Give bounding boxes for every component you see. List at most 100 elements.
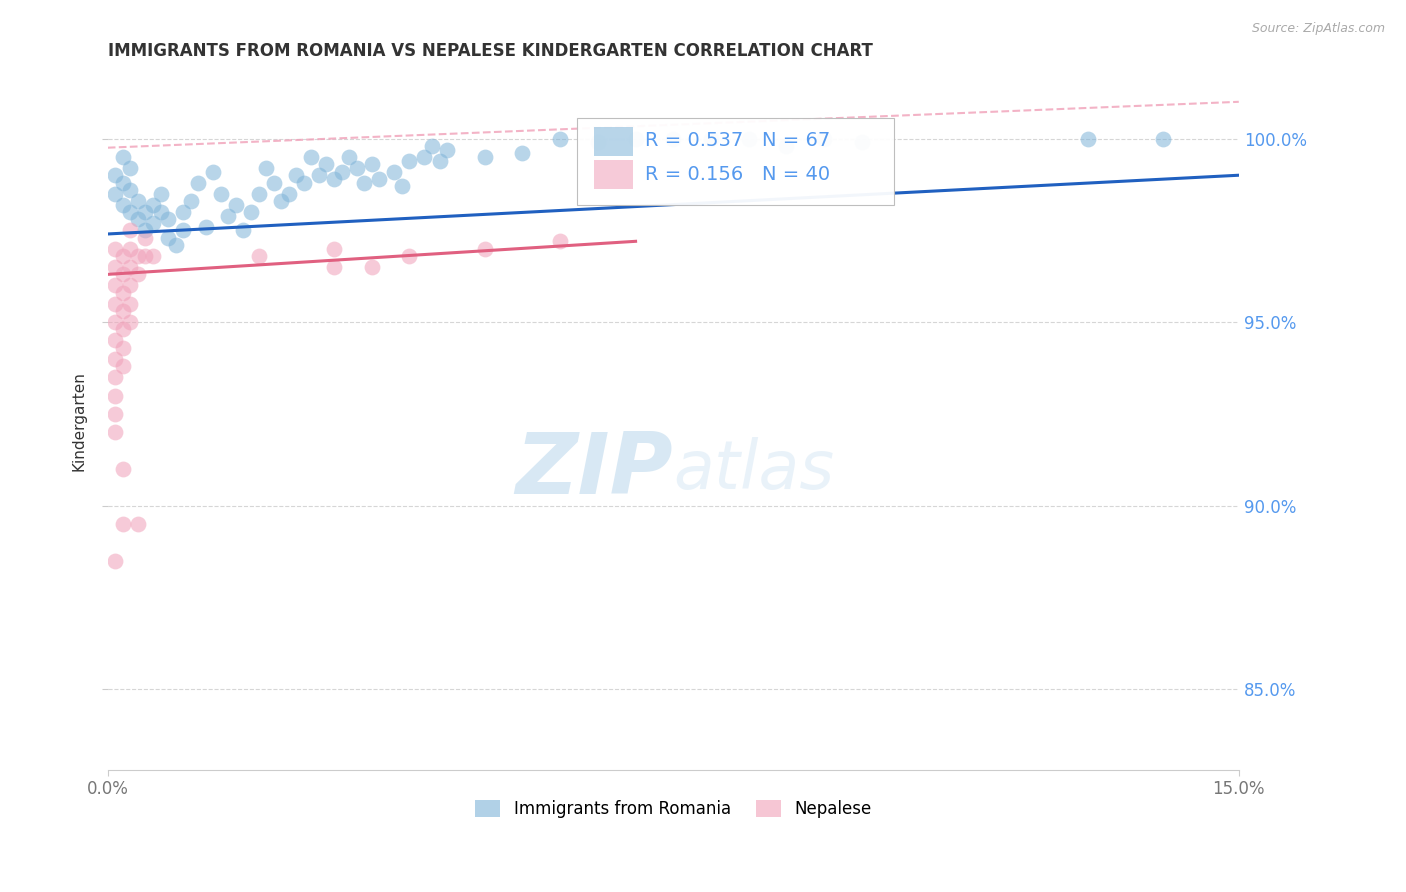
Point bbox=[360, 260, 382, 274]
Point bbox=[217, 209, 239, 223]
Point bbox=[157, 212, 180, 227]
Point bbox=[120, 278, 142, 293]
Point bbox=[391, 179, 413, 194]
Point bbox=[368, 172, 391, 186]
Text: IMMIGRANTS FROM ROMANIA VS NEPALESE KINDERGARTEN CORRELATION CHART: IMMIGRANTS FROM ROMANIA VS NEPALESE KIND… bbox=[108, 42, 873, 60]
Point bbox=[142, 249, 165, 263]
Point bbox=[737, 131, 759, 145]
Point bbox=[337, 150, 360, 164]
Point bbox=[104, 370, 127, 384]
Point bbox=[127, 194, 149, 208]
Point bbox=[120, 242, 142, 256]
Point bbox=[104, 351, 127, 366]
Text: R = 0.537   N = 67: R = 0.537 N = 67 bbox=[645, 131, 831, 150]
Point bbox=[134, 230, 156, 244]
Point bbox=[323, 172, 346, 186]
Point bbox=[127, 212, 149, 227]
Point bbox=[299, 150, 322, 164]
Point bbox=[172, 205, 194, 219]
Point bbox=[360, 157, 382, 171]
Point bbox=[813, 131, 835, 145]
Point bbox=[104, 242, 127, 256]
Point bbox=[104, 278, 127, 293]
Point bbox=[624, 131, 647, 145]
Text: R = 0.156   N = 40: R = 0.156 N = 40 bbox=[645, 165, 830, 184]
Point bbox=[353, 176, 375, 190]
Point bbox=[120, 223, 142, 237]
Point bbox=[111, 176, 134, 190]
Point bbox=[413, 150, 436, 164]
Point bbox=[285, 168, 308, 182]
Point bbox=[149, 186, 172, 201]
Point bbox=[104, 186, 127, 201]
Text: Source: ZipAtlas.com: Source: ZipAtlas.com bbox=[1251, 22, 1385, 36]
Point bbox=[247, 186, 270, 201]
Point bbox=[111, 341, 134, 355]
Point bbox=[1077, 131, 1099, 145]
Point bbox=[1152, 131, 1174, 145]
Point bbox=[398, 153, 420, 168]
Point bbox=[120, 260, 142, 274]
Point bbox=[127, 268, 149, 282]
FancyBboxPatch shape bbox=[595, 127, 633, 156]
Point bbox=[111, 304, 134, 318]
Point bbox=[308, 168, 330, 182]
Point bbox=[292, 176, 315, 190]
Point bbox=[104, 260, 127, 274]
Point bbox=[104, 168, 127, 182]
Point bbox=[111, 322, 134, 336]
Point bbox=[263, 176, 285, 190]
Point bbox=[209, 186, 232, 201]
Point bbox=[194, 219, 217, 234]
FancyBboxPatch shape bbox=[576, 118, 894, 205]
Point bbox=[111, 197, 134, 211]
Point bbox=[120, 161, 142, 175]
Point bbox=[111, 462, 134, 476]
Point bbox=[187, 176, 209, 190]
Point bbox=[134, 223, 156, 237]
Text: ZIP: ZIP bbox=[516, 428, 673, 511]
Point bbox=[474, 242, 496, 256]
Point bbox=[323, 260, 346, 274]
Point bbox=[134, 249, 156, 263]
Point bbox=[775, 139, 797, 153]
Point bbox=[429, 153, 451, 168]
Point bbox=[120, 297, 142, 311]
Point bbox=[548, 131, 571, 145]
Point bbox=[247, 249, 270, 263]
Point bbox=[157, 230, 180, 244]
Point bbox=[315, 157, 337, 171]
Point bbox=[127, 516, 149, 531]
Point bbox=[586, 135, 609, 149]
Y-axis label: Kindergarten: Kindergarten bbox=[72, 371, 86, 471]
Point bbox=[225, 197, 247, 211]
Point bbox=[120, 183, 142, 197]
Point bbox=[104, 297, 127, 311]
Point bbox=[330, 164, 353, 178]
Point bbox=[420, 139, 443, 153]
Point bbox=[134, 205, 156, 219]
Point bbox=[104, 407, 127, 421]
Point bbox=[382, 164, 405, 178]
Point bbox=[120, 315, 142, 329]
Point bbox=[512, 146, 534, 161]
Point bbox=[120, 205, 142, 219]
Point bbox=[548, 235, 571, 249]
Point bbox=[149, 205, 172, 219]
Point bbox=[240, 205, 263, 219]
Point bbox=[254, 161, 277, 175]
Point bbox=[700, 131, 723, 145]
Point bbox=[104, 554, 127, 568]
Point bbox=[398, 249, 420, 263]
Point bbox=[111, 268, 134, 282]
Point bbox=[172, 223, 194, 237]
Point bbox=[165, 238, 187, 252]
Point bbox=[346, 161, 368, 175]
Point bbox=[142, 197, 165, 211]
Point bbox=[104, 334, 127, 348]
Point bbox=[436, 143, 458, 157]
Text: atlas: atlas bbox=[673, 437, 834, 503]
Point bbox=[111, 516, 134, 531]
FancyBboxPatch shape bbox=[595, 160, 633, 189]
Point bbox=[127, 249, 149, 263]
